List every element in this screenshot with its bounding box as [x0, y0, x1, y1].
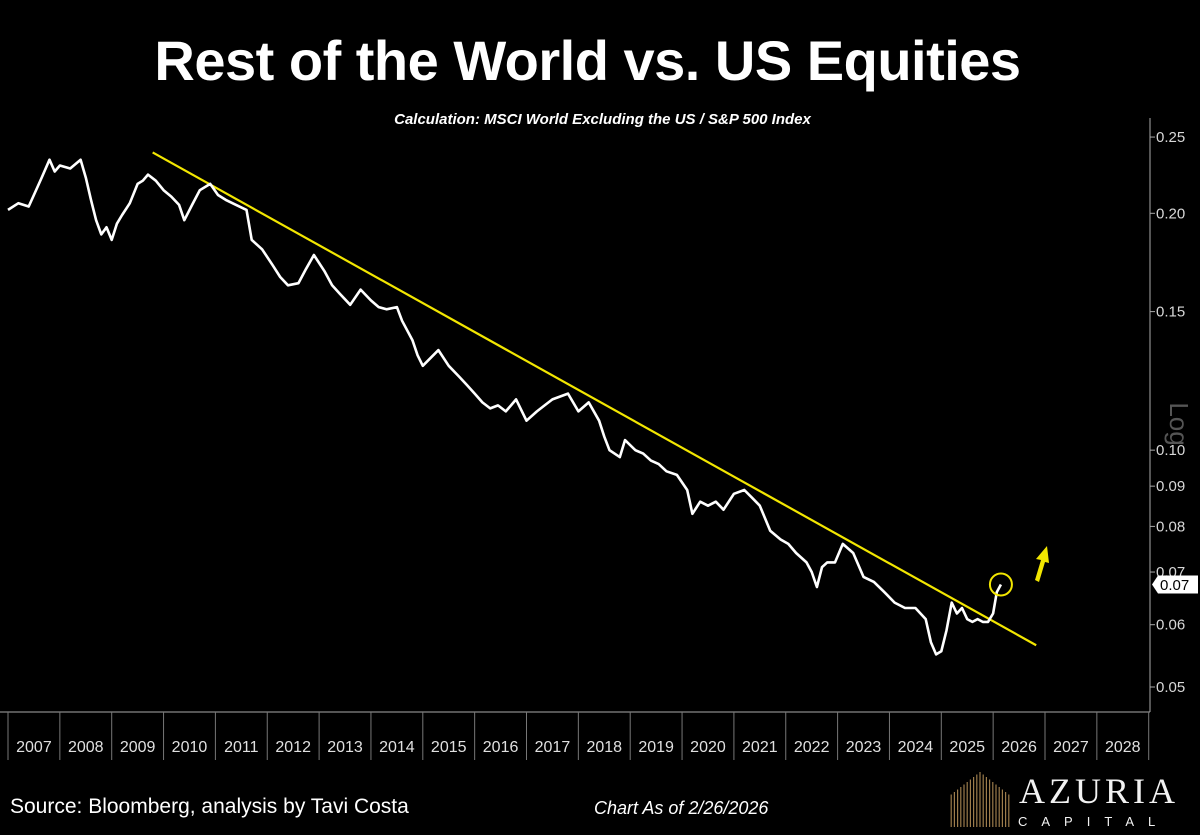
- trendline: [152, 151, 1037, 647]
- x-tick-label: 2012: [275, 739, 311, 756]
- y-tick-label: 0.10: [1156, 442, 1185, 459]
- logo-subtitle: CAPITAL: [1018, 814, 1170, 829]
- x-tick-label: 2007: [16, 739, 52, 756]
- x-tick-label: 2025: [949, 739, 985, 756]
- y-tick-label: 0.05: [1156, 679, 1185, 696]
- x-tick-label: 2027: [1053, 739, 1089, 756]
- x-tick-label: 2023: [846, 739, 882, 756]
- x-tick-label: 2017: [535, 739, 571, 756]
- azuria-logo-icon: [950, 772, 1010, 827]
- y-tick-label: 0.15: [1156, 304, 1185, 321]
- logo-name: AZURIA: [1019, 771, 1179, 811]
- highlight-circle: [988, 572, 1013, 597]
- x-tick-label: 2024: [898, 739, 934, 756]
- x-tick-label: 2009: [120, 739, 156, 756]
- x-tick-label: 2026: [1001, 739, 1037, 756]
- x-tick-label: 2011: [224, 739, 259, 756]
- up-arrow-icon: [1035, 546, 1049, 582]
- source-note: Source: Bloomberg, analysis by Tavi Cost…: [10, 795, 409, 818]
- x-tick-label: 2021: [742, 739, 778, 756]
- x-tick-label: 2022: [794, 739, 830, 756]
- last-value-label: 0.07: [1160, 577, 1189, 594]
- y-tick-label: 0.09: [1156, 478, 1185, 495]
- y-tick-label: 0.06: [1156, 617, 1185, 634]
- x-tick-label: 2020: [690, 739, 726, 756]
- x-tick-label: 2010: [172, 739, 208, 756]
- x-tick-label: 2019: [638, 739, 674, 756]
- x-tick-label: 2015: [431, 739, 467, 756]
- x-tick-label: 2008: [68, 739, 104, 756]
- x-tick-label: 2018: [586, 739, 622, 756]
- last-value-tag: [1152, 575, 1198, 594]
- x-tick-label: 2014: [379, 739, 415, 756]
- as-of-date: Chart As of 2/26/2026: [594, 798, 769, 818]
- log-scale-label: Log: [1164, 402, 1194, 445]
- ratio-series-line: [7, 158, 1003, 656]
- y-tick-label: 0.25: [1156, 129, 1185, 146]
- chart-title: Rest of the World vs. US Equities: [154, 29, 1021, 92]
- x-tick-label: 2013: [327, 739, 363, 756]
- x-tick-label: 2016: [483, 739, 519, 756]
- chart-subtitle: Calculation: MSCI World Excluding the US…: [394, 111, 811, 128]
- y-tick-label: 0.08: [1156, 518, 1185, 535]
- x-tick-label: 2028: [1105, 739, 1141, 756]
- y-tick-label: 0.20: [1156, 205, 1185, 222]
